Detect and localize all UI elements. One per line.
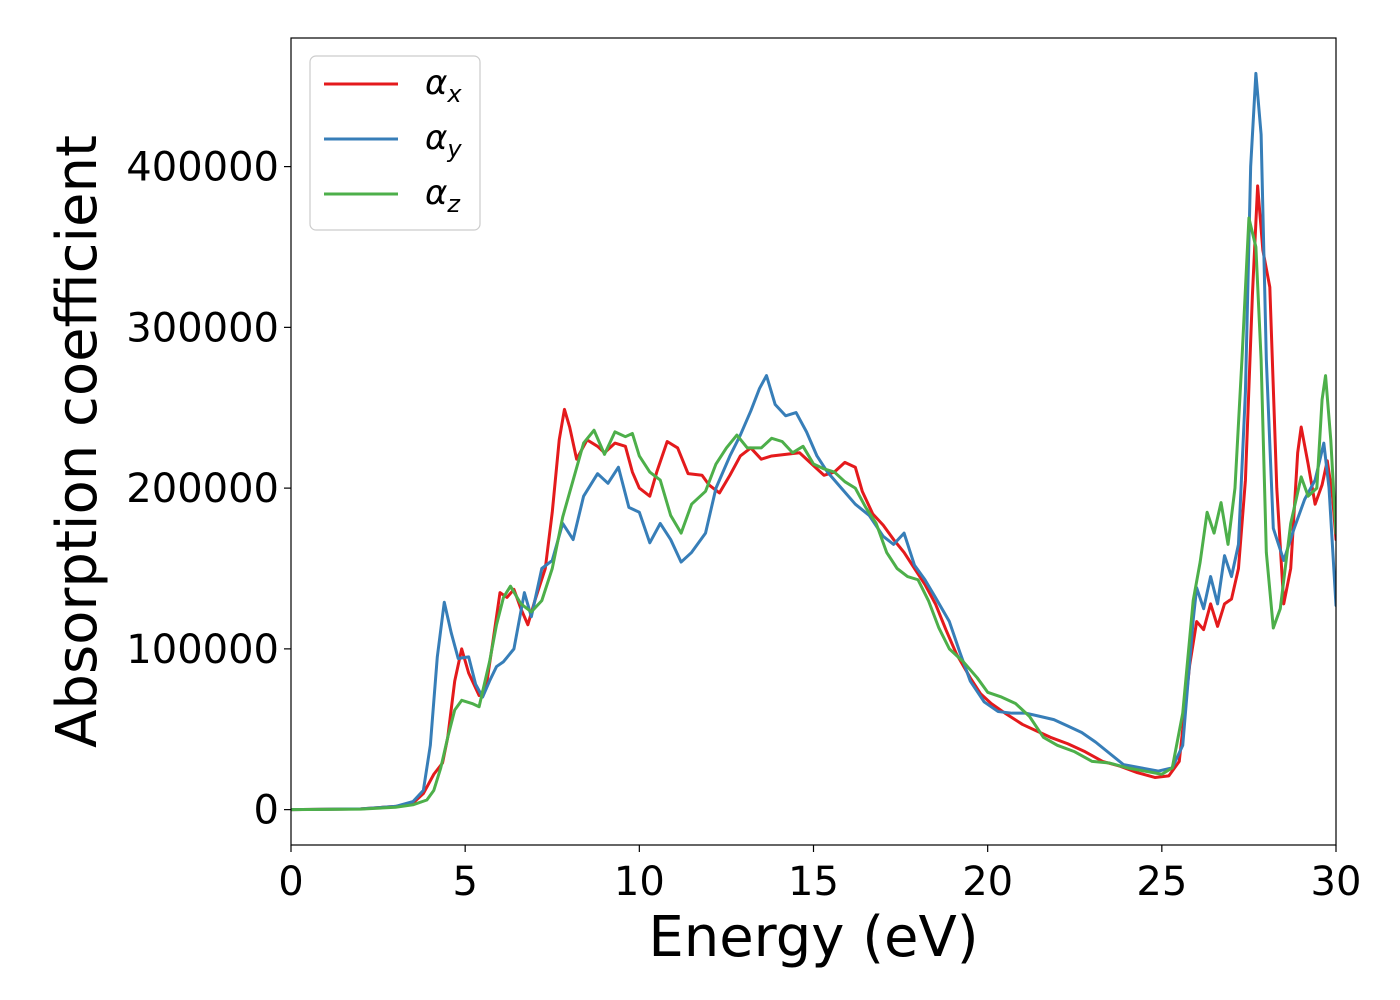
series-lines bbox=[291, 71, 1336, 812]
x-tick-label: 10 bbox=[614, 859, 665, 905]
legend-box bbox=[309, 55, 481, 231]
x-tick-label: 30 bbox=[1311, 859, 1362, 905]
legend-label-x: αx bbox=[425, 63, 462, 108]
y-tick-label: 200000 bbox=[126, 466, 279, 512]
series-line-y bbox=[291, 71, 1336, 812]
x-tick-label: 25 bbox=[1136, 859, 1187, 905]
x-axis-label: Energy (eV) bbox=[648, 905, 978, 970]
y-tick-label: 400000 bbox=[126, 145, 279, 191]
series-line-z bbox=[291, 216, 1336, 812]
x-axis-ticks: 0 5 10 15 20 25 30 bbox=[278, 845, 1361, 905]
y-axis-label: Absorption coefficient bbox=[45, 135, 110, 748]
y-tick-label: 0 bbox=[254, 788, 279, 834]
x-tick-label: 0 bbox=[278, 859, 303, 905]
y-tick-label: 300000 bbox=[126, 305, 279, 351]
x-tick-label: 5 bbox=[452, 859, 477, 905]
series-line-x bbox=[291, 184, 1336, 812]
legend-label-z: αz bbox=[425, 173, 461, 218]
y-tick-label: 100000 bbox=[126, 627, 279, 673]
x-tick-label: 20 bbox=[962, 859, 1013, 905]
y-axis-ticks: 0 100000 200000 300000 400000 bbox=[126, 145, 291, 834]
legend: αx αy αz bbox=[309, 55, 481, 231]
x-tick-label: 15 bbox=[788, 859, 839, 905]
legend-label-y: αy bbox=[425, 118, 462, 163]
